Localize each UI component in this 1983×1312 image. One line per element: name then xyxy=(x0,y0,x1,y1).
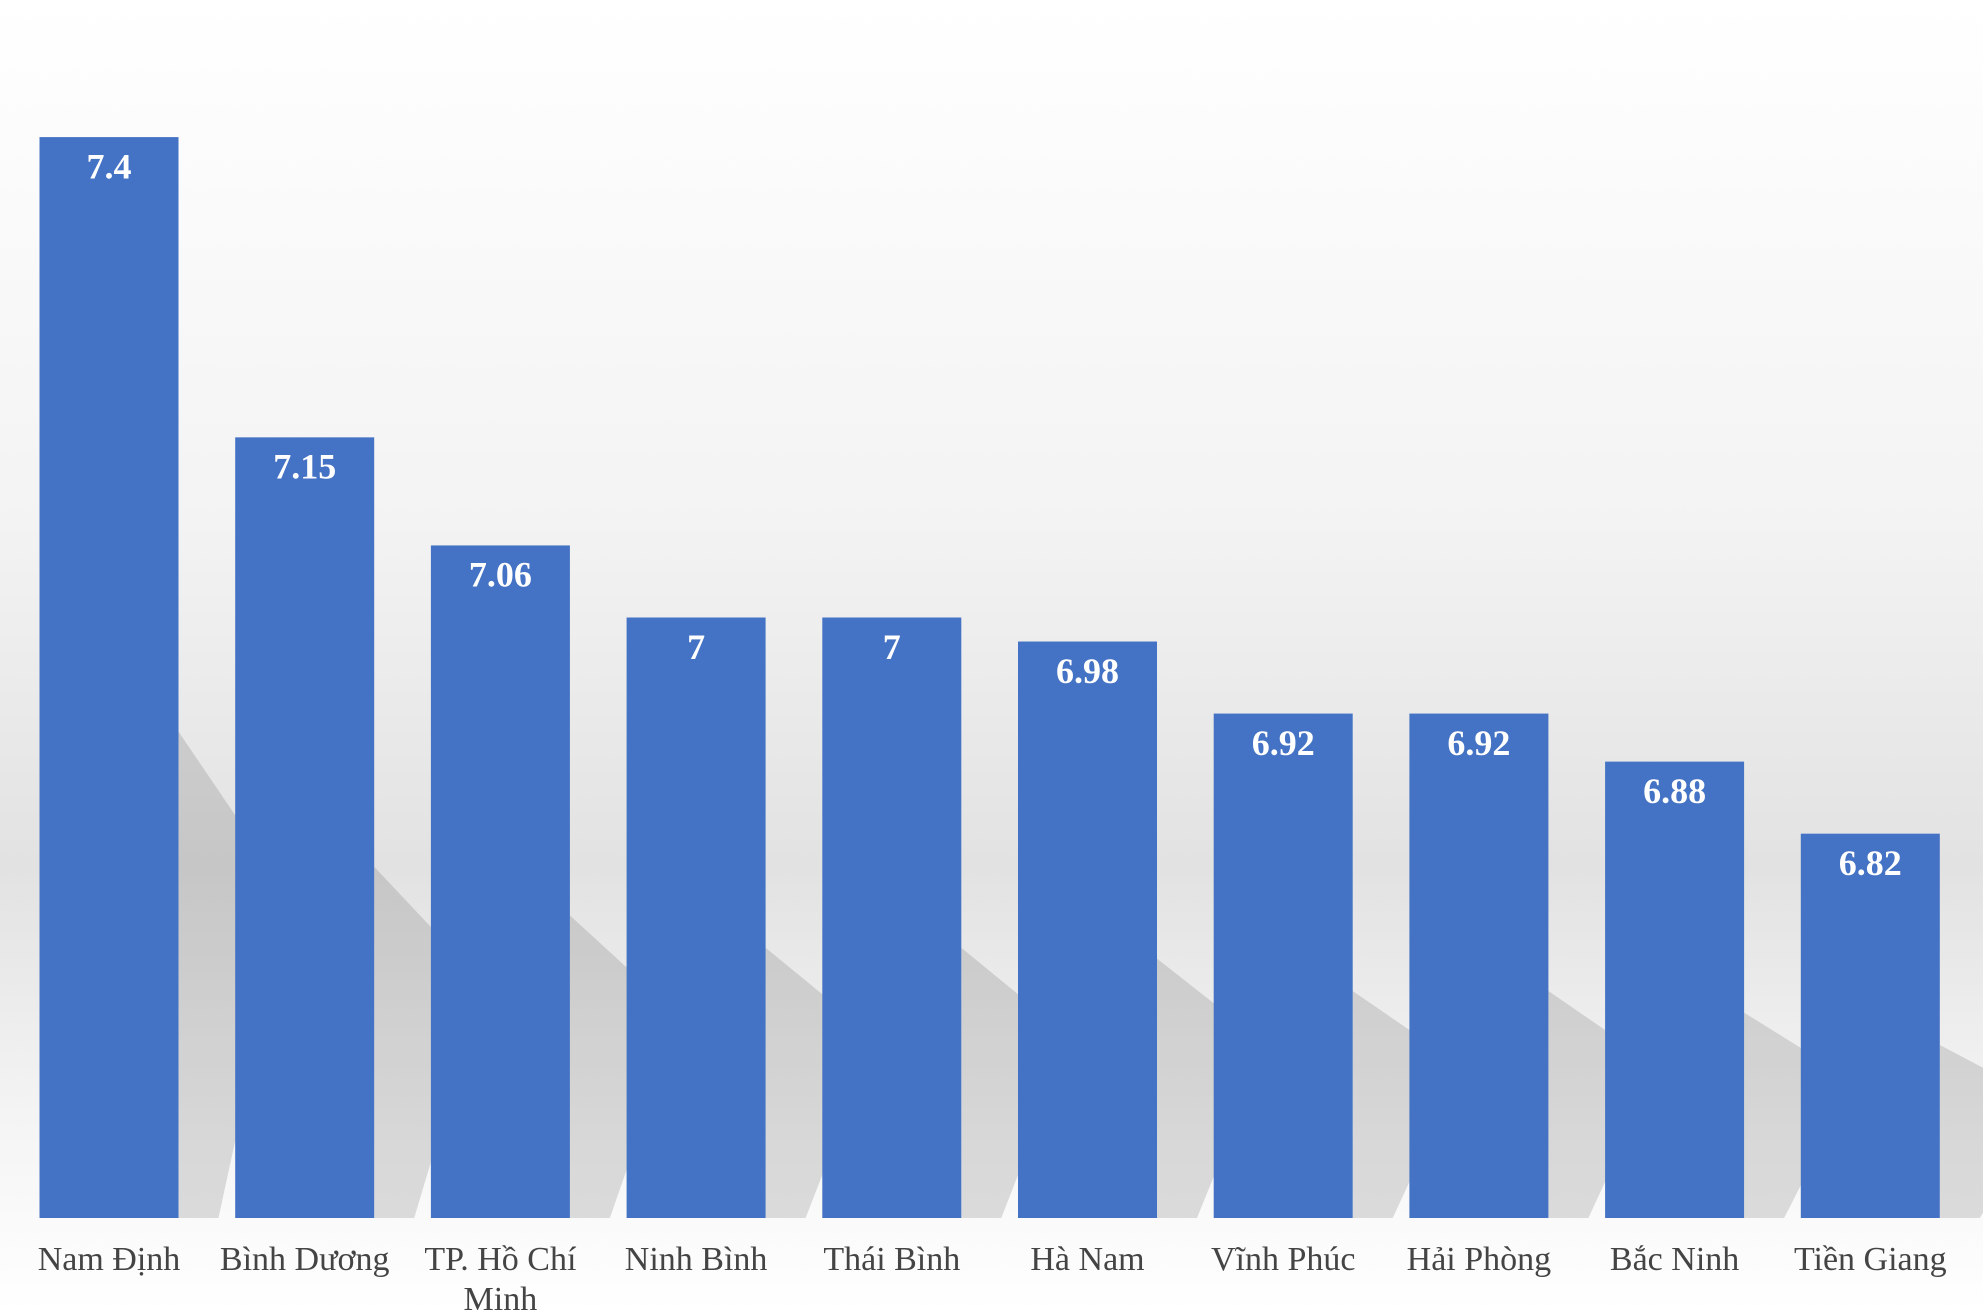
bar-shadow xyxy=(1157,958,1267,1218)
bar xyxy=(1213,713,1353,1218)
x-tick-label: Bình Dương xyxy=(219,1241,390,1278)
value-label: 7 xyxy=(883,627,901,667)
x-tick-label: Hải Phòng xyxy=(1406,1241,1552,1278)
value-label: 7 xyxy=(687,627,705,667)
x-tick-label: Thái Bình xyxy=(823,1241,961,1278)
bar-shadow xyxy=(1939,1045,1983,1218)
bar xyxy=(1605,761,1745,1218)
x-tick-label: TP. Hồ Chí Minh xyxy=(424,1241,577,1312)
value-label: 6.92 xyxy=(1252,723,1315,763)
bar xyxy=(1018,641,1157,1218)
x-tick-label: Tiền Giang xyxy=(1793,1241,1947,1278)
x-tick-label: Vĩnh Phúc xyxy=(1210,1241,1356,1278)
bar xyxy=(235,437,375,1219)
bar xyxy=(1800,833,1940,1218)
value-label: 6.82 xyxy=(1839,843,1902,883)
value-label: 6.92 xyxy=(1447,723,1510,763)
value-label: 7.15 xyxy=(273,447,336,487)
bar xyxy=(39,137,179,1219)
value-label: 6.88 xyxy=(1643,771,1706,811)
x-tick-label: Hà Nam xyxy=(1030,1241,1145,1278)
x-tick-label: Bắc Ninh xyxy=(1609,1241,1740,1278)
value-label: 6.98 xyxy=(1056,651,1119,691)
value-label: 7.06 xyxy=(469,555,532,595)
x-tick-label: Nam Định xyxy=(37,1241,181,1278)
bar xyxy=(1409,713,1549,1218)
x-tick-label: Ninh Bình xyxy=(624,1241,768,1278)
bar xyxy=(822,617,962,1218)
bar xyxy=(430,545,570,1218)
value-label: 7.4 xyxy=(87,146,132,186)
bar-shadow xyxy=(569,915,680,1218)
bar xyxy=(626,617,766,1218)
